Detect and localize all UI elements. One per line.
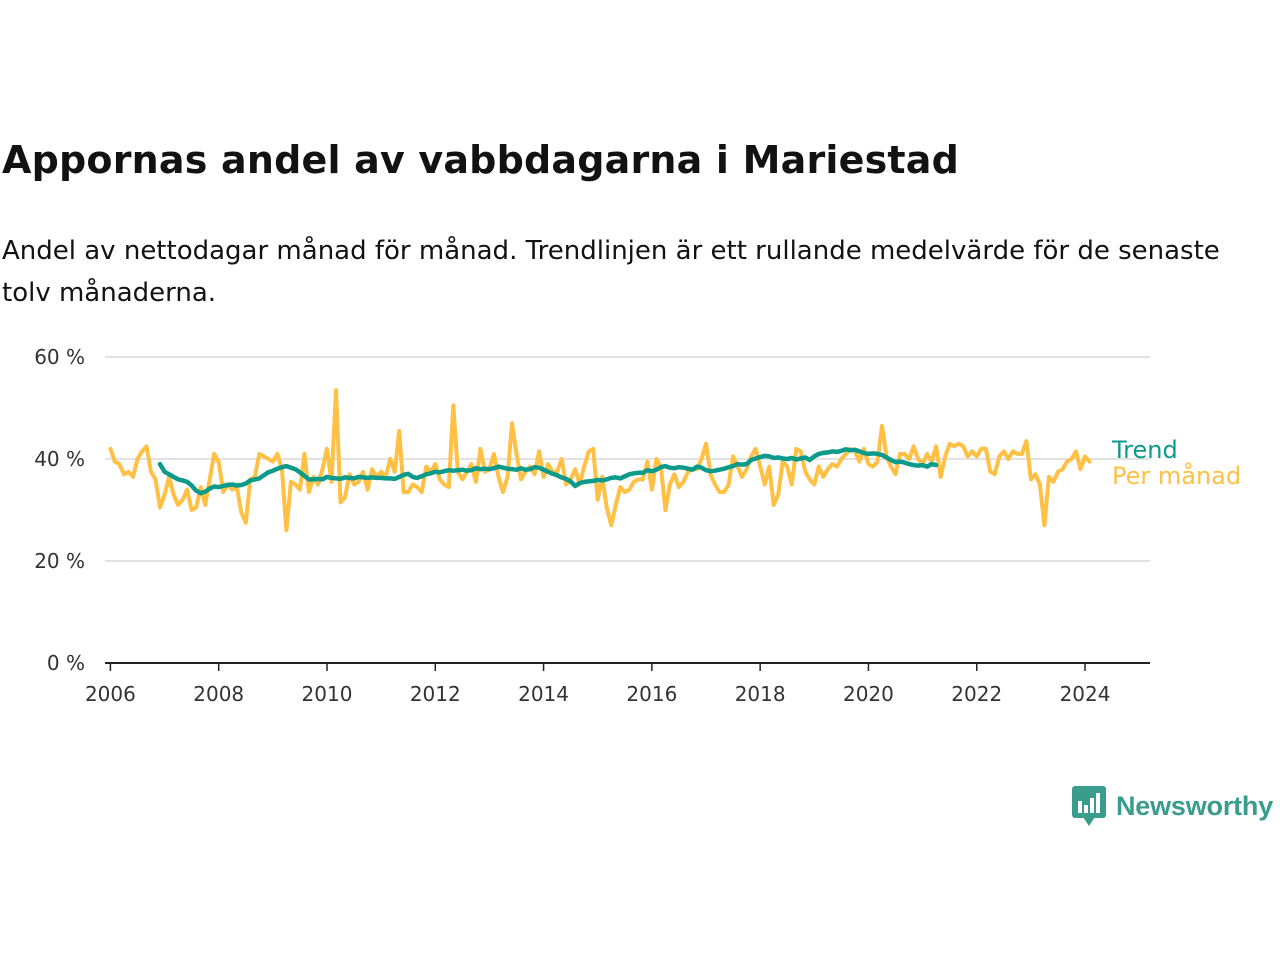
- logo-bar-4: [1096, 793, 1100, 813]
- gridlines: [105, 356, 1150, 562]
- brand-name: Newsworthy: [1116, 790, 1274, 821]
- series-lines: [108, 388, 1092, 533]
- x-tick-label: 2018: [735, 682, 786, 706]
- x-tick-label: 2020: [843, 682, 894, 706]
- x-tick-label: 2016: [626, 682, 677, 706]
- y-tick-label: 0 %: [47, 651, 85, 675]
- legend-label-trend: Trend: [1111, 436, 1178, 464]
- y-tick-label: 20 %: [34, 549, 85, 573]
- logo-bar-1: [1078, 801, 1082, 813]
- logo-bubble-tail: [1083, 817, 1095, 826]
- x-axis: 2006 2008 2010 2012 2014 2016 2018 2020 2022 2024: [85, 662, 1150, 706]
- newsworthy-logo-icon: [1072, 786, 1106, 826]
- x-tick-label: 2010: [302, 682, 353, 706]
- chart-title: Appornas andel av vabbdagarna i Mariesta…: [2, 138, 960, 182]
- trend-line: [157, 447, 939, 496]
- y-axis: 0 % 20 % 40 % 60 %: [34, 345, 85, 675]
- brand: Newsworthy: [1072, 786, 1273, 826]
- y-tick-label: 60 %: [34, 345, 85, 369]
- logo-bar-2: [1084, 805, 1088, 813]
- line-chart: 0 % 20 % 40 % 60 % 2006 2008 2010 2012 2014 2016…: [34, 345, 1241, 706]
- logo-bar-3: [1090, 798, 1094, 813]
- x-tick-label: 2022: [951, 682, 1002, 706]
- x-tick-label: 2014: [518, 682, 569, 706]
- x-tick-label: 2024: [1060, 682, 1111, 706]
- x-tick-label: 2006: [85, 682, 136, 706]
- x-tick-label: 2012: [410, 682, 461, 706]
- x-tick-label: 2008: [193, 682, 244, 706]
- logo-bubble-body: [1072, 786, 1106, 818]
- chart-subtitle: Andel av nettodagar månad för månad. Tre…: [2, 236, 1220, 308]
- legend-label-monthly: Per månad: [1112, 461, 1241, 490]
- y-tick-label: 40 %: [34, 447, 85, 471]
- monthly-line: [108, 388, 1092, 533]
